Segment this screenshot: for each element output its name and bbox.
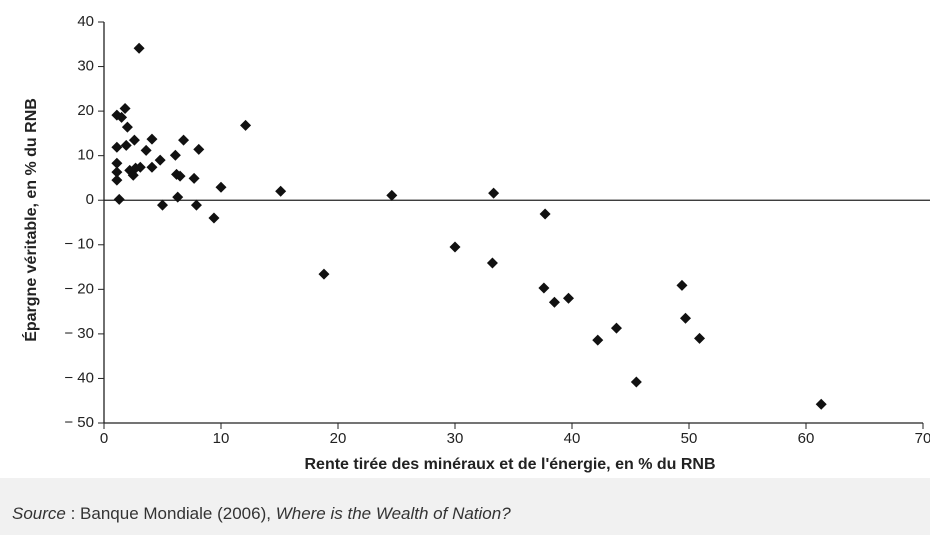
y-axis-label: Épargne véritable, en % du RNB (21, 98, 40, 342)
point (188, 172, 200, 184)
x-tick-label: 70 (915, 430, 930, 447)
x-tick-label: 50 (681, 430, 698, 447)
point (113, 193, 125, 205)
point (154, 154, 166, 166)
source-title: Where is the Wealth of Nation? (275, 504, 511, 523)
point (215, 181, 227, 193)
point (128, 134, 140, 146)
point (193, 143, 205, 155)
point (610, 322, 622, 334)
y-tick-label: 40 (77, 13, 94, 30)
point (134, 161, 146, 173)
point (240, 119, 252, 131)
x-tick-label: 10 (213, 430, 230, 447)
point (190, 199, 202, 211)
point (133, 42, 145, 54)
chart: Rente tirée des minéraux et de l'énergie… (21, 13, 930, 473)
y-tick-label: 0 (86, 191, 94, 208)
point (120, 139, 132, 151)
point (386, 189, 398, 201)
point (140, 144, 152, 156)
y-tick-label: − 10 (64, 236, 94, 253)
point (178, 134, 190, 146)
source-text: : Banque Mondiale (2006), (65, 504, 276, 523)
point (111, 174, 123, 186)
point (538, 282, 550, 294)
point (111, 141, 123, 153)
point (275, 185, 287, 197)
point (486, 257, 498, 269)
y-tick-label: 10 (77, 147, 94, 164)
point (169, 149, 181, 161)
point (318, 268, 330, 280)
point (488, 187, 500, 199)
point (630, 376, 642, 388)
point (146, 133, 158, 145)
y-tick-label: − 50 (64, 414, 94, 431)
y-tick-label: 30 (77, 58, 94, 75)
point (694, 332, 706, 344)
x-tick-label: 0 (100, 430, 108, 447)
x-tick-label: 30 (447, 430, 464, 447)
point (208, 212, 220, 224)
point (539, 208, 551, 220)
y-tick-label: − 40 (64, 369, 94, 386)
point (174, 170, 186, 182)
source: Source : Banque Mondiale (2006), Where i… (12, 504, 511, 524)
y-tick-label: − 20 (64, 280, 94, 297)
point (146, 161, 158, 173)
y-tick-label: 20 (77, 102, 94, 119)
point (548, 296, 560, 308)
x-axis-label: Rente tirée des minéraux et de l'énergie… (304, 456, 715, 473)
x-tick-label: 40 (564, 430, 581, 447)
point (449, 241, 461, 253)
point (121, 121, 133, 133)
point (172, 191, 184, 203)
point (562, 292, 574, 304)
point (679, 312, 691, 324)
point (592, 334, 604, 346)
point (111, 166, 123, 178)
y-tick-label: − 30 (64, 325, 94, 342)
source-label: Source (12, 504, 66, 523)
x-tick-label: 20 (330, 430, 347, 447)
point (111, 157, 123, 169)
point (676, 279, 688, 291)
point (157, 199, 168, 211)
point (815, 398, 827, 410)
point (119, 102, 131, 114)
source-band (0, 478, 930, 535)
point (116, 111, 128, 123)
x-tick-label: 60 (798, 430, 815, 447)
